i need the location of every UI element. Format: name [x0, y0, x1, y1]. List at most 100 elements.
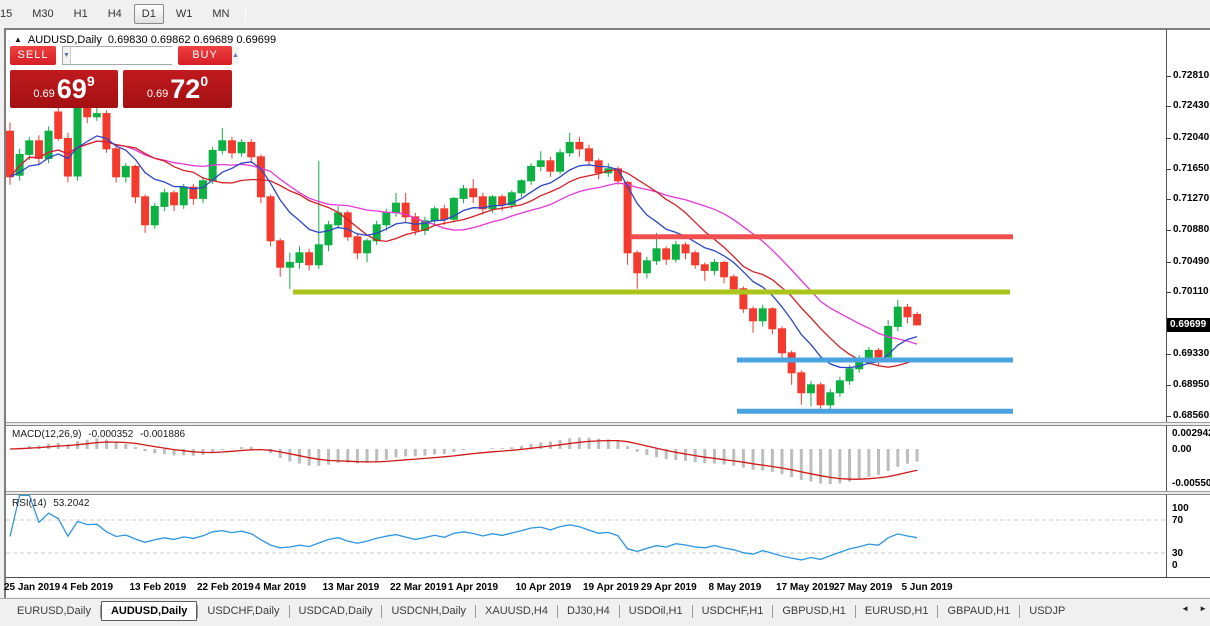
ma-slow-line [9, 140, 918, 345]
price-tick-mark [1166, 261, 1171, 263]
chart-ohlc-values: 0.69830 0.69862 0.69689 0.69699 [107, 34, 277, 46]
timeframe-button-d1[interactable]: D1 [133, 4, 164, 24]
price-tick-mark [1166, 416, 1171, 417]
chart-tab-usdcad-daily[interactable]: USDCAD,Daily [298, 605, 373, 617]
price-axis-separator [1166, 30, 1167, 578]
buy-price-prefix: 0.69 [146, 88, 169, 100]
price-tick-label: 0.70880 [1173, 224, 1210, 236]
rsi-tick-label: 70 [1172, 515, 1184, 526]
tab-separator [197, 604, 199, 618]
tab-separator [288, 604, 290, 618]
buy-button[interactable]: BUY [178, 46, 232, 65]
date-label: 13 Feb 2019 [129, 582, 187, 593]
date-label: 22 Feb 2019 [197, 582, 254, 593]
volume-decrease-icon[interactable]: ▼ [63, 47, 71, 64]
chart-tab-dj30-h4[interactable]: DJ30,H4 [567, 605, 610, 617]
volume-increase-icon[interactable]: ▲ [230, 47, 239, 64]
timeframe-button-h1[interactable]: H1 [73, 8, 88, 20]
symbol-tab-bar: EURUSD,Daily AUDUSD,Daily USDCHF,Daily USDC… [0, 598, 1210, 626]
price-tick-mark [1166, 76, 1171, 77]
date-label: 25 Jan 2019 [4, 582, 61, 593]
price-tick-label: 0.72810 [1173, 70, 1210, 81]
tab-separator [854, 604, 856, 618]
timeframe-button-w1[interactable]: W1 [175, 8, 193, 20]
chart-tab-xauusd-h4[interactable]: XAUUSD,H4 [485, 605, 548, 617]
price-tick-label: 0.71270 [1173, 193, 1210, 205]
date-label: 19 Apr 2019 [583, 582, 639, 593]
price-tick-mark [1166, 106, 1171, 108]
chart-macd-splitter[interactable] [6, 422, 1210, 426]
chart-tab-usdoil-h1[interactable]: USDOil,H1 [628, 605, 683, 617]
tab-separator [475, 604, 477, 618]
date-label: 13 Mar 2019 [322, 582, 380, 593]
timeframe-toolbar: 15 M30 H1 H4 D1 W1 MN [0, 0, 1210, 28]
buy-price-pip-digit: 0 [200, 73, 209, 89]
chart-symbol-title: AUDUSD,Daily [27, 34, 102, 46]
timeframe-button-h4[interactable]: H4 [107, 8, 122, 20]
chart-tab-eurusd-h1[interactable]: EURUSD,H1 [864, 605, 929, 617]
chart-background [6, 30, 1210, 597]
date-label: 27 May 2019 [833, 582, 893, 593]
date-label: 10 Apr 2019 [515, 582, 572, 593]
macd-rsi-splitter[interactable] [6, 491, 1210, 495]
sell-price-button[interactable]: 0.69 69 9 [10, 70, 118, 108]
chart-tab-eurusd-daily[interactable]: EURUSD,Daily [17, 605, 91, 617]
price-tick-mark [1166, 168, 1171, 170]
tab-separator [381, 604, 383, 618]
tab-separator [772, 604, 774, 618]
sell-price-prefix: 0.69 [33, 88, 55, 100]
date-label: 4 Feb 2019 [61, 582, 114, 593]
chart-tab-gbpaud-h1[interactable]: GBPAUD,H1 [947, 605, 1011, 617]
macd-tick-label: -0.005502 [1172, 478, 1210, 489]
timeframe-button-m30[interactable]: M30 [32, 8, 54, 20]
date-label: 22 Mar 2019 [390, 582, 447, 593]
price-tick-mark [1166, 292, 1171, 293]
chart-title-row: ▲ AUDUSD,Daily 0.69830 0.69862 0.69689 0… [14, 33, 276, 47]
timeframe-button-mn[interactable]: MN [212, 8, 230, 20]
tab-separator [99, 604, 101, 618]
price-tick-label: 0.68950 [1173, 378, 1210, 390]
chart-tab-gbpusd-h1[interactable]: GBPUSD,H1 [782, 605, 846, 617]
tab-separator [691, 604, 693, 618]
sell-button[interactable]: SELL [10, 46, 56, 65]
sell-price-big-digits: 69 [56, 74, 87, 104]
rsi-line [9, 494, 918, 561]
rsi-value: 53.2042 [53, 498, 90, 509]
macd-name: MACD(12,26,9) [12, 429, 82, 440]
tabs-scroll-right-icon[interactable]: ► [1199, 604, 1207, 613]
buy-price-big-digits: 72 [170, 74, 201, 104]
chart-tab-usdchf-daily[interactable]: USDCHF,Daily [207, 605, 280, 617]
price-tick-mark [1166, 354, 1171, 356]
rsi-name: RSI(14) [12, 498, 47, 509]
buy-price-button[interactable]: 0.69 72 0 [123, 70, 232, 108]
chart-tab-usdjp[interactable]: USDJP [1029, 605, 1066, 617]
window-border-top [4, 28, 1210, 30]
date-label: 5 Jun 2019 [901, 582, 953, 593]
rsi-tick-label: 100 [1172, 503, 1189, 514]
macd-signal-line [9, 439, 918, 480]
window-border-left [4, 28, 6, 598]
chart-tab-audusd-daily[interactable]: AUDUSD,Daily [100, 601, 198, 621]
timeframe-button-15[interactable]: 15 [0, 8, 13, 20]
price-tick-label: 0.69330 [1173, 348, 1210, 360]
tab-separator [618, 604, 620, 618]
chart-tab-usdcnh-daily[interactable]: USDCNH,Daily [391, 605, 467, 617]
candles-layer [6, 97, 922, 410]
price-tick-mark [1166, 199, 1171, 201]
tab-separator [937, 604, 939, 618]
tabs-scroll-left-icon[interactable]: ◄ [1181, 604, 1190, 613]
current-price-badge: 0.69699 [1167, 318, 1210, 332]
date-label: 8 May 2019 [708, 582, 762, 593]
collapse-panel-icon[interactable]: ▲ [14, 35, 22, 44]
price-tick-mark [1166, 384, 1171, 386]
volume-spinner: ▼ ▲ [62, 46, 239, 65]
date-label: 4 Mar 2019 [254, 582, 307, 593]
chart-tab-usdchf-h1[interactable]: USDCHF,H1 [701, 605, 764, 617]
macd-label-row: MACD(12,26,9) -0.000352 -0.001886 [12, 429, 189, 440]
date-axis: 25 Jan 2019 4 Feb 2019 13 Feb 2019 22 Feb 2… [4, 577, 1210, 597]
macd-tick-label: 0.002942 [1172, 428, 1210, 439]
price-tick-mark [1166, 137, 1171, 139]
price-tick-mark [1166, 230, 1171, 232]
